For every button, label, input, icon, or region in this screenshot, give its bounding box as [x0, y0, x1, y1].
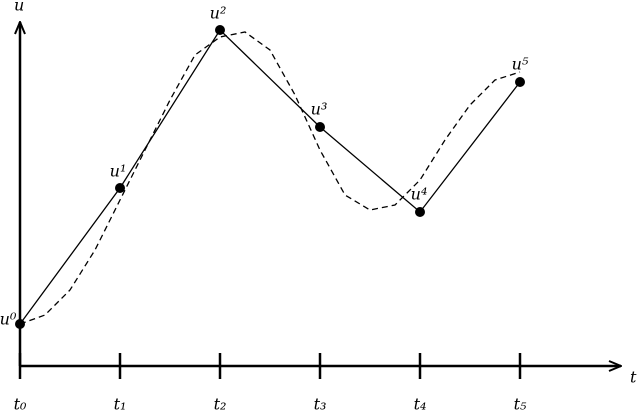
y-axis-label: u: [14, 0, 24, 15]
dashed-curve: [19, 31, 521, 325]
point-label: u²: [210, 4, 227, 23]
data-point: [315, 122, 325, 132]
point-label: u³: [311, 100, 328, 119]
x-tick-label: t₂: [214, 395, 227, 414]
data-point: [415, 207, 425, 217]
x-tick-label: t₃: [314, 395, 327, 414]
data-point: [115, 183, 125, 193]
x-axis-label: t: [630, 368, 637, 387]
point-label: u¹: [110, 162, 127, 181]
data-point: [515, 77, 525, 87]
point-label: u⁰: [0, 310, 17, 329]
x-tick-label: t₅: [514, 395, 527, 414]
x-tick-label: t₁: [114, 395, 127, 414]
x-tick-label: t₄: [414, 395, 427, 414]
data-point: [15, 319, 25, 329]
point-label: u⁵: [512, 55, 529, 74]
interpolant-line: [19, 28, 521, 325]
data-point: [215, 25, 225, 35]
point-label: u⁴: [411, 185, 428, 204]
x-tick-label: t₀: [14, 395, 27, 414]
